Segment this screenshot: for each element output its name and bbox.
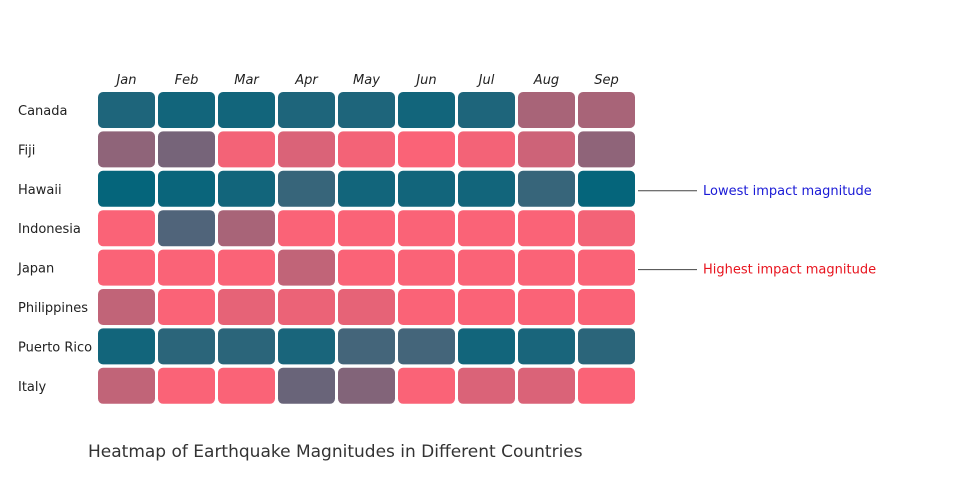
heatmap-cell	[98, 170, 155, 207]
heatmap-cell	[518, 289, 575, 325]
heatmap-cell	[338, 131, 395, 168]
heatmap-cell	[218, 289, 275, 325]
month-label-may: May	[353, 73, 380, 88]
heatmap-cell	[338, 92, 395, 128]
month-label-apr: Apr	[294, 73, 319, 88]
chart-title: Heatmap of Earthquake Magnitudes in Diff…	[88, 442, 583, 462]
heatmap-cell	[158, 210, 215, 247]
heatmap-cell	[578, 367, 635, 404]
row-label-puerto-rico: Puerto Rico	[18, 340, 92, 355]
heatmap-cell	[158, 249, 215, 286]
heatmap-cell	[98, 210, 155, 247]
heatmap-cell	[398, 289, 455, 325]
heatmap-cell	[338, 210, 395, 247]
heatmap-cell	[398, 249, 455, 286]
heatmap-cell	[98, 367, 155, 404]
heatmap-cell	[518, 131, 575, 168]
row-label-fiji: Fiji	[18, 143, 35, 158]
heatmap-cell	[578, 131, 635, 168]
month-label-jan: Jan	[113, 73, 136, 88]
heatmap-cell	[398, 170, 455, 207]
row-label-italy: Italy	[18, 380, 47, 395]
heatmap-cell	[158, 92, 215, 128]
heatmap-cell	[98, 131, 155, 168]
row-label-japan: Japan	[17, 262, 54, 277]
heatmap-cell	[158, 328, 215, 365]
heatmap-cell	[518, 170, 575, 207]
month-label-feb: Feb	[175, 73, 199, 88]
row-label-hawaii: Hawaii	[18, 183, 62, 198]
heatmap-cell	[338, 328, 395, 365]
heatmap-cell	[458, 210, 515, 247]
heatmap-cell	[98, 249, 155, 286]
heatmap-cell	[458, 249, 515, 286]
heatmap-cell	[578, 210, 635, 247]
month-label-mar: Mar	[234, 73, 260, 88]
heatmap-cell	[158, 289, 215, 325]
heatmap-cell	[578, 328, 635, 365]
heatmap-cell	[398, 367, 455, 404]
heatmap-cell	[458, 328, 515, 365]
heatmap-cell	[338, 170, 395, 207]
heatmap-cell	[218, 131, 275, 168]
heatmap-cell	[278, 367, 335, 404]
heatmap-cell	[278, 328, 335, 365]
month-label-aug: Aug	[533, 73, 559, 88]
heatmap-cell	[578, 249, 635, 286]
heatmap-cell	[158, 131, 215, 168]
heatmap-cell	[218, 249, 275, 286]
annotations: Lowest impact magnitude Highest impact ma…	[638, 184, 876, 278]
month-label-jul: Jul	[476, 73, 495, 88]
heatmap-cells	[98, 92, 635, 404]
row-labels: Canada Fiji Hawaii Indonesia Japan Philippine…	[17, 104, 92, 395]
heatmap-cell	[278, 210, 335, 247]
heatmap-cell	[398, 328, 455, 365]
heatmap-cell	[278, 289, 335, 325]
heatmap-cell	[338, 289, 395, 325]
annotation-label: Lowest impact magnitude	[703, 184, 872, 199]
heatmap-cell	[458, 289, 515, 325]
heatmap-cell	[458, 131, 515, 168]
heatmap-cell	[518, 92, 575, 128]
heatmap-cell	[278, 131, 335, 168]
heatmap-cell	[458, 367, 515, 404]
row-label-indonesia: Indonesia	[18, 222, 81, 237]
heatmap-cell	[158, 170, 215, 207]
heatmap-cell	[278, 249, 335, 286]
month-label-jun: Jun	[413, 73, 436, 88]
heatmap-cell	[338, 367, 395, 404]
heatmap-cell	[98, 328, 155, 365]
month-labels: Jan Feb Mar Apr May Jun Jul Aug Sep	[113, 73, 618, 88]
heatmap-cell	[278, 92, 335, 128]
heatmap-cell	[218, 170, 275, 207]
heatmap-cell	[218, 210, 275, 247]
heatmap-cell	[518, 210, 575, 247]
month-label-sep: Sep	[594, 73, 619, 88]
heatmap-cell	[158, 367, 215, 404]
heatmap-cell	[458, 92, 515, 128]
heatmap-cell	[578, 170, 635, 207]
heatmap-cell	[398, 210, 455, 247]
heatmap-cell	[458, 170, 515, 207]
heatmap-cell	[278, 170, 335, 207]
heatmap-cell	[218, 92, 275, 128]
heatmap-cell	[218, 367, 275, 404]
heatmap-cell	[338, 249, 395, 286]
heatmap-cell	[518, 249, 575, 286]
heatmap-cell	[98, 289, 155, 325]
heatmap-cell	[98, 92, 155, 128]
heatmap-cell	[398, 131, 455, 168]
heatmap-cell	[578, 289, 635, 325]
heatmap-cell	[578, 92, 635, 128]
row-label-canada: Canada	[18, 104, 67, 119]
row-label-philippines: Philippines	[18, 301, 88, 316]
heatmap-cell	[218, 328, 275, 365]
heatmap-cell	[398, 92, 455, 128]
heatmap-cell	[518, 367, 575, 404]
heatmap-cell	[518, 328, 575, 365]
annotation-label: Highest impact magnitude	[703, 263, 876, 278]
